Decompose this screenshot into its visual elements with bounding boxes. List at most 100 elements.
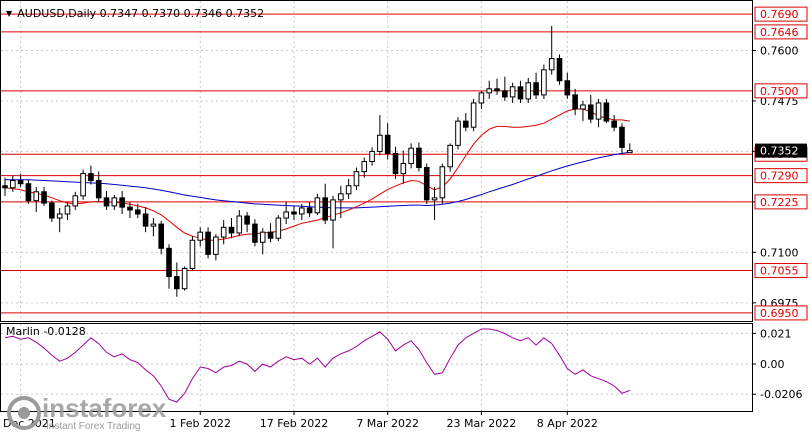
watermark-brand: instaforex: [42, 393, 167, 423]
candle-bear: [392, 152, 399, 175]
candle-bull: [400, 163, 407, 175]
candle-bull: [509, 86, 516, 98]
level-label: 0.7225: [760, 196, 799, 209]
candle-bull: [361, 161, 368, 173]
candle-bear: [95, 179, 102, 199]
oscillator-panel-frame: [0, 323, 753, 412]
price-panel-frame: [0, 0, 753, 322]
candle-bear: [134, 209, 141, 215]
current-price-box: [755, 143, 807, 158]
candle-bull: [72, 195, 79, 207]
candle-bull: [33, 191, 40, 202]
x-axis-label: 7 Mar 2022: [356, 417, 419, 430]
candle-bear: [88, 173, 94, 181]
x-axis-label: 17 Feb 2022: [260, 417, 328, 430]
candle-bear: [556, 58, 563, 82]
level-label: 0.7646: [760, 26, 799, 39]
candle-bear: [228, 226, 235, 234]
x-axis-label: 23 Mar 2022: [447, 417, 517, 430]
candle-bear: [17, 179, 24, 185]
candle-bull: [525, 82, 532, 100]
candle-bear: [587, 104, 594, 120]
candle-bear: [158, 223, 164, 249]
candle-bear: [291, 211, 297, 215]
candle-bear: [174, 276, 180, 290]
candle-bear: [103, 197, 110, 207]
level-label-box: [754, 24, 808, 40]
candle-bear: [166, 247, 172, 278]
candle-bear: [462, 120, 469, 128]
level-label: 0.6950: [760, 307, 799, 320]
x-axis-label: 1 Feb 2022: [170, 417, 231, 430]
candle-bear: [252, 223, 258, 243]
level-label-box: [754, 194, 808, 210]
candle-bull: [548, 58, 555, 71]
candle-bull: [447, 144, 453, 168]
candle-bear: [205, 231, 211, 255]
watermark: instaforex Instant Forex Trading: [4, 393, 179, 433]
osc-axis-label: -0.0206: [760, 388, 802, 401]
indicator-label: Marlin -0.0128: [6, 325, 86, 338]
candle-bear: [564, 80, 571, 96]
candle-bear: [322, 197, 329, 221]
candle-bear: [119, 197, 125, 208]
candle-bull: [56, 213, 63, 219]
level-label-box: [754, 83, 808, 99]
level-label-box: [754, 6, 808, 22]
candle-bull: [353, 171, 360, 187]
x-axis-label: 29 Dec 2021: [0, 417, 56, 430]
osc-axis-label: 0.021: [760, 327, 792, 340]
candle-bear: [603, 102, 610, 122]
level-label: 0.7290: [760, 170, 799, 183]
current-price-label: 0.7352: [760, 145, 799, 158]
candle-bull: [627, 150, 633, 154]
level-label: 0.7500: [760, 85, 799, 98]
symbol-header: ▼ AUDUSD,Daily 0.7347 0.7370 0.7346 0.73…: [6, 2, 264, 21]
candle-bull: [345, 185, 352, 195]
level-label-box: [754, 168, 808, 184]
candle-bull: [259, 231, 266, 243]
price-axis-label: 0.7600: [760, 44, 799, 57]
candle-bear: [416, 147, 422, 169]
candle-bear: [494, 88, 500, 92]
candle-bear: [423, 167, 430, 201]
level-label: 0.7055: [760, 265, 799, 278]
candle-bull: [580, 104, 586, 110]
candle-bull: [111, 197, 118, 207]
price-axis-label: 0.7100: [760, 246, 799, 259]
candle-bear: [267, 231, 274, 239]
candle-bear: [2, 185, 8, 189]
candle-bull: [314, 197, 321, 214]
candle-bull: [595, 102, 602, 120]
candle-bear: [41, 191, 47, 204]
candle-bull: [431, 197, 438, 201]
candle-bull: [369, 150, 375, 163]
candle-bear: [384, 134, 391, 154]
candle-bull: [197, 231, 204, 241]
candle-bull: [236, 215, 243, 234]
symbol-info: AUDUSD,Daily 0.7347 0.7370 0.7346 0.7352: [17, 7, 265, 20]
candle-bear: [517, 86, 524, 100]
candle-bull: [80, 173, 86, 197]
candle-bull: [439, 166, 446, 199]
candle-bull: [10, 179, 16, 189]
watermark-tagline: Instant Forex Trading: [46, 421, 141, 432]
candle-bull: [408, 147, 414, 165]
osc-axis-label: 0.00: [760, 358, 785, 371]
candle-bear: [306, 207, 313, 214]
candle-bull: [478, 92, 485, 104]
candle-bull: [189, 239, 196, 270]
candle-bull: [377, 134, 383, 152]
x-axis-label: 8 Apr 2022: [537, 417, 598, 430]
level-label: 0.7690: [760, 8, 799, 21]
candle-bear: [244, 215, 250, 225]
candle-bear: [142, 213, 149, 227]
candle-bear: [533, 82, 539, 96]
candle-bull: [275, 217, 282, 239]
candle-bull: [298, 207, 305, 215]
header-triangle-icon[interactable]: ▼: [6, 9, 13, 18]
candle-bull: [220, 226, 227, 238]
oscillator-line: [4, 328, 630, 403]
candle-bull: [486, 88, 493, 94]
